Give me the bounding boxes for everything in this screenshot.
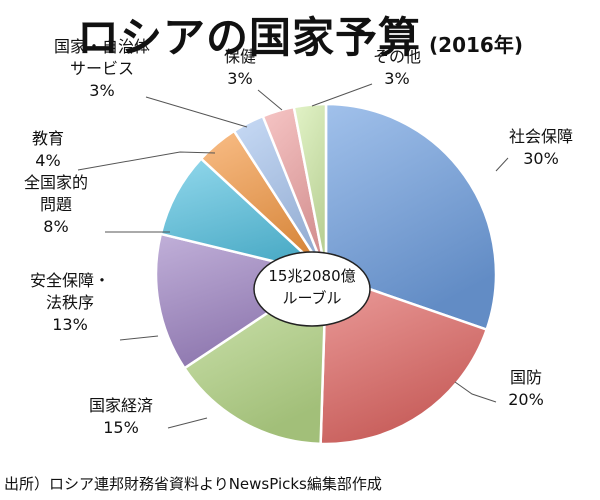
slice-label-social-security: 社会保障 30% [509,127,573,168]
slice-name-health: 保健 [224,47,256,66]
slice-name-education: 教育 [32,129,64,148]
center-total-line: 15兆2080億 [268,267,355,285]
slice-label-education: 教育 4% [32,129,64,170]
slice-value-state-municipal-services: 3% [89,81,114,100]
leader-line-state-municipal-services [145,96,248,128]
slice-value-education: 4% [35,151,60,170]
chart-title: ロシアの国家予算 (2016年) [0,4,600,65]
center-label: 15兆2080億ルーブル [253,251,371,327]
slice-label-general-state-issues: 全国家的問題 8% [24,173,88,236]
slice-value-health: 3% [227,69,252,88]
slice-label-health: 保健 3% [224,47,256,88]
slice-name-security-law-order: 安全保障・ [30,271,110,290]
slice-name-security-law-order: 法秩序 [46,293,94,312]
slice-name-social-security: 社会保障 [509,127,573,146]
slice-value-other: 3% [384,69,409,88]
title-text: ロシアの国家予算 [77,13,422,62]
slice-value-general-state-issues: 8% [43,217,68,236]
slice-label-defense: 国防 20% [508,368,544,409]
slice-labels: 社会保障 30% 国防 20% 国家経済 15% 安全保障・法秩序 13% 全国家的問題 8% 教育… [24,37,573,437]
slice-name-defense: 国防 [510,368,542,387]
center-total-text: 15兆2080億ルーブル [268,267,355,307]
slice-name-general-state-issues: 問題 [40,195,72,214]
leader-line-social-security [495,157,509,172]
leader-line-other [311,83,373,107]
source-note: 出所）ロシア連邦財務省資料よりNewsPicks編集部作成 [4,475,382,493]
title-year: (2016年) [429,33,523,57]
slice-label-national-economy: 国家経済 15% [89,396,153,437]
pie-slice-other [292,102,328,275]
slice-label-state-municipal-services: 国家・自治体サービス 3% [54,37,150,100]
leader-line-health [257,89,283,111]
pie-slice-social-security [324,102,498,332]
slice-name-state-municipal-services: 国家・自治体 [54,37,150,56]
pie-slice-defense [319,272,489,446]
slice-name-other: その他 [373,47,421,66]
slice-value-national-economy: 15% [103,418,139,437]
leader-line-national-economy [167,417,208,429]
center-total-line: ルーブル [282,289,341,307]
slice-label-security-law-order: 安全保障・法秩序 13% [30,271,110,334]
slice-value-defense: 20% [508,390,544,409]
center-ellipse [253,251,371,327]
leader-lines [77,83,509,429]
slice-label-other: その他 3% [373,47,421,88]
slice-name-general-state-issues: 全国家的 [24,173,88,192]
slice-value-social-security: 30% [523,149,559,168]
slice-name-state-municipal-services: サービス [70,59,134,78]
leader-line-security-law-order [119,335,159,341]
leader-line-defense [454,381,497,403]
slice-name-national-economy: 国家経済 [89,396,153,415]
leader-line-education [77,151,216,171]
slice-value-security-law-order: 13% [52,315,88,334]
